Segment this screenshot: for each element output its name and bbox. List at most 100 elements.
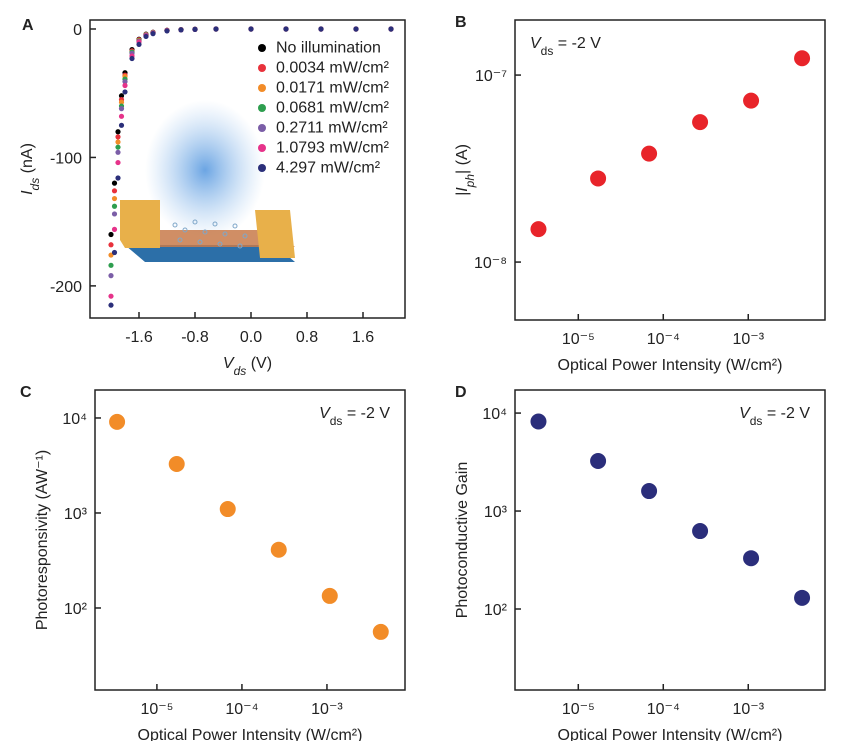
legend-label: 0.0034 mW/cm² [276, 60, 390, 77]
point [118, 122, 125, 128]
point [118, 99, 125, 105]
label-part: ds [541, 44, 554, 58]
x-tick-label: 1.6 [352, 329, 374, 346]
point [115, 134, 121, 140]
point [743, 92, 760, 109]
point [118, 93, 125, 99]
legend-marker [258, 144, 266, 152]
point [150, 31, 156, 37]
y-tick-label: 10⁻⁸ [474, 255, 507, 272]
point [590, 170, 607, 187]
y-axis-title: Photoresponsivity (AW⁻¹) [34, 450, 51, 630]
point [111, 195, 118, 202]
device-inset [120, 100, 295, 262]
label-part: ds [234, 364, 247, 378]
point [178, 27, 184, 33]
y-tick-label: 10⁴ [62, 411, 87, 428]
point [108, 242, 114, 248]
point [115, 129, 121, 135]
legend-label: 0.2711 mW/cm² [276, 120, 388, 137]
label-part: V [223, 355, 235, 372]
y-tick-label: -200 [50, 279, 82, 296]
point [692, 114, 709, 131]
point [794, 50, 811, 67]
panel-letter: D [455, 384, 467, 401]
y-tick-label: 10⁻⁷ [475, 68, 507, 85]
point [115, 144, 121, 150]
point [164, 28, 170, 34]
point [168, 455, 185, 472]
x-axis-title: Vds (V) [223, 355, 272, 378]
x-tick-label: -0.8 [181, 329, 209, 346]
point [213, 26, 219, 32]
point [111, 203, 118, 209]
label-part: ds [28, 178, 42, 191]
label-part: V [319, 405, 331, 422]
label-part: ds [750, 414, 763, 428]
x-tick-label: 10⁻⁴ [647, 331, 680, 348]
point [641, 483, 658, 500]
point [143, 33, 149, 40]
point [108, 302, 114, 308]
electrode-left [120, 200, 160, 248]
point [530, 221, 547, 238]
lattice [172, 219, 248, 249]
legend-label: 0.0171 mW/cm² [276, 80, 390, 97]
point [115, 175, 121, 181]
point [118, 106, 125, 112]
legend-label: No illumination [276, 40, 381, 57]
point [115, 139, 121, 145]
plot-frame [94, 389, 406, 691]
legend-marker [258, 124, 266, 132]
x-axis-title: Optical Power Intensity (W/cm²) [558, 357, 783, 374]
label-part: = -2 V [553, 35, 601, 52]
point [283, 26, 289, 32]
x-axis-title: Optical Power Intensity (W/cm²) [558, 727, 783, 741]
label-part: | (A) [454, 144, 471, 174]
legend-label: 4.297 mW/cm² [276, 160, 381, 177]
x-tick-label: 10⁻³ [311, 701, 343, 718]
panel-letter: B [455, 14, 467, 31]
light-glow [145, 100, 265, 240]
label-part: V [530, 35, 542, 52]
point [530, 413, 547, 430]
point [108, 273, 114, 279]
plot-frame [89, 19, 406, 319]
point [109, 413, 126, 430]
legend-label: 0.0681 mW/cm² [276, 100, 390, 117]
point [111, 249, 118, 256]
legend-marker [258, 164, 266, 172]
point [136, 41, 142, 48]
point [743, 550, 760, 567]
label-part: (V) [246, 355, 272, 372]
point [388, 26, 394, 32]
legend-marker [258, 44, 266, 52]
label-part: = -2 V [762, 405, 810, 422]
label-part: (nA) [19, 143, 36, 178]
plot-frame [514, 19, 826, 321]
point [321, 587, 338, 604]
point [111, 188, 118, 194]
point [129, 55, 135, 62]
legend-marker [258, 104, 266, 112]
label-part: = -2 V [342, 405, 390, 422]
point [111, 226, 118, 232]
point [108, 231, 114, 238]
point [353, 26, 359, 32]
electrode-right [255, 210, 295, 258]
point [115, 149, 121, 155]
y-axis-title: Ids (nA) [19, 143, 42, 195]
panel-letter: A [22, 17, 34, 34]
channel [125, 230, 295, 247]
point [118, 113, 125, 119]
x-tick-label: 10⁻⁵ [562, 331, 595, 348]
legend-marker [258, 64, 266, 72]
x-axis-title: Optical Power Intensity (W/cm²) [138, 727, 363, 741]
x-tick-label: 0.8 [296, 329, 318, 346]
x-tick-label: 10⁻⁵ [140, 701, 173, 718]
x-tick-label: 10⁻⁴ [647, 701, 680, 718]
point [115, 159, 121, 166]
annotation: Vds = -2 V [739, 405, 810, 428]
point [111, 211, 118, 217]
